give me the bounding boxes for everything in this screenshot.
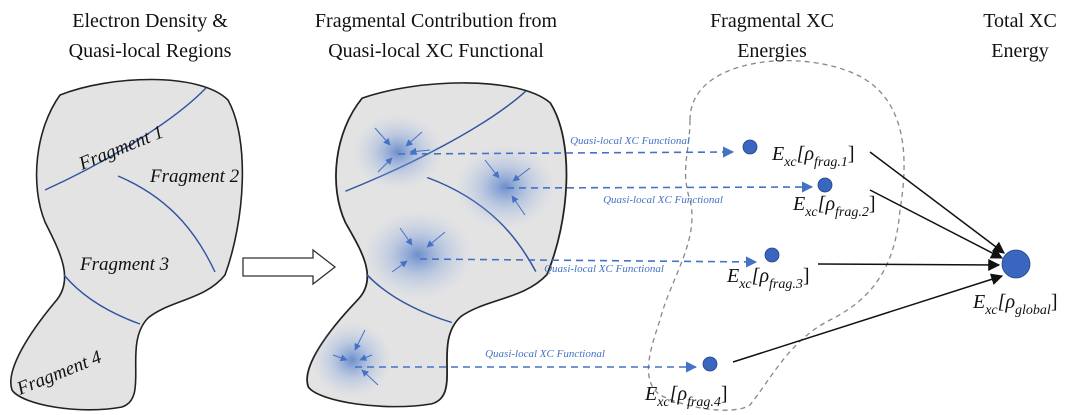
energy-part: E [972,291,985,313]
energy-part: [ρ [818,193,835,215]
energy-part: E [792,193,805,215]
energy-part: xc [984,303,998,318]
energy-label: Exc[ρfrag.3] [726,265,810,292]
energy-part: [ρ [670,383,687,405]
energy-part: E [726,265,739,287]
energy-part: ] [803,265,810,287]
column-header: Quasi-local Regions [69,40,232,62]
glow [353,114,443,190]
energy-part: [ρ [752,265,769,287]
functional-label: Quasi-local XC Functional [603,194,723,206]
energy-label: Exc[ρfrag.1] [771,143,855,170]
column-header: Electron Density & [72,10,228,32]
energy-part: ] [1051,291,1058,313]
column-header: Fragmental Contribution from [315,10,558,32]
energy-part: xc [656,395,670,410]
energy-part: xc [804,205,818,220]
column-header: Total XC [983,10,1057,32]
fragment-region [648,61,904,411]
energy-label: Exc[ρfrag.4] [644,383,728,410]
energy-part: ] [848,143,855,165]
energy-part: E [644,383,657,405]
energy-dots [703,140,1030,371]
column-header: Energy [991,40,1048,62]
energy-part: E [771,143,784,165]
energy-part: frag.2 [835,205,869,220]
functional-label: Quasi-local XC Functional [485,348,605,360]
energy-part: frag.1 [814,155,848,170]
energy-part: ] [869,193,876,215]
glow [363,210,473,300]
energy-part: frag.4 [687,395,721,410]
column-header: Quasi-local XC Functional [328,40,544,62]
energy-part: frag.3 [769,277,803,292]
energy-label: Exc[ρfrag.2] [792,193,876,220]
energy-part: [ρ [998,291,1015,313]
functional-label: Quasi-local XC Functional [570,135,690,147]
density-shape [11,79,243,409]
energy-part: [ρ [797,143,814,165]
energy-part: global [1015,303,1051,318]
energy-part: xc [738,277,752,292]
functional-label: Quasi-local XC Functional [544,263,664,275]
fragment-label: Fragment 2 [149,166,240,187]
glow [312,322,392,398]
fragment-label: Fragment 3 [79,254,169,275]
glow [455,145,555,229]
diagram: Electron Density & Quasi-local Regions Fra… [0,0,1066,415]
energy-part: ] [721,383,728,405]
energy-part: xc [783,155,797,170]
column-header: Energies [737,40,807,62]
column-header: Fragmental XC [710,10,834,32]
process-arrow [243,250,335,284]
energy-label: Exc[ρglobal] [972,291,1058,318]
